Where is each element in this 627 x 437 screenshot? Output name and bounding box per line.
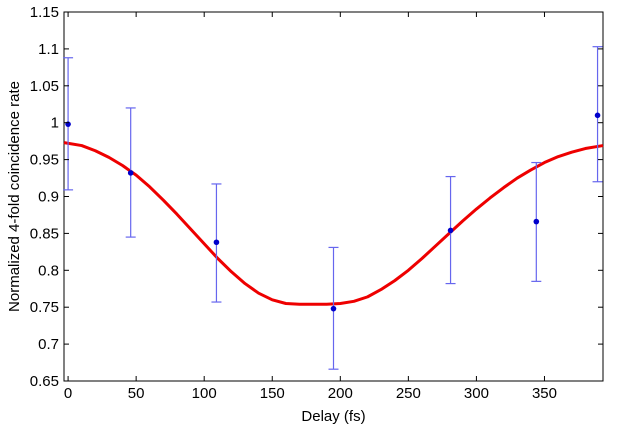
data-point-group — [328, 246, 339, 370]
x-tick-label: 250 — [396, 385, 421, 402]
data-point — [447, 227, 454, 234]
y-tick-label: 1.15 — [30, 4, 59, 21]
x-tick-label: 100 — [192, 385, 217, 402]
y-tick-label: 0.8 — [38, 262, 59, 279]
y-tick-label: 1 — [51, 115, 59, 132]
data-point-group — [592, 46, 603, 183]
y-tick-label: 0.75 — [30, 299, 59, 316]
y-tick-label: 0.9 — [38, 189, 59, 206]
y-tick-label: 0.65 — [30, 373, 59, 390]
y-axis-ticks: 0.65 0.7 0.75 0.8 0.85 0.9 0.95 1 1.05 1.1 1.15 — [30, 4, 603, 390]
data-point — [213, 239, 220, 246]
x-tick-label: 350 — [532, 385, 557, 402]
y-tick-label: 0.85 — [30, 225, 59, 242]
y-axis-label: Normalized 4-fold coincidence rate — [6, 81, 23, 312]
data-point — [330, 305, 337, 312]
y-tick-label: 1.05 — [30, 78, 59, 95]
x-tick-label: 50 — [128, 385, 145, 402]
data-point-group — [445, 175, 456, 285]
x-axis-ticks: 0 50 100 150 200 250 300 350 — [64, 12, 557, 402]
y-tick-label: 0.7 — [38, 336, 59, 353]
x-tick-label: 300 — [464, 385, 489, 402]
data-point-group — [125, 107, 136, 238]
plot-area — [63, 11, 604, 382]
data-point — [533, 218, 540, 225]
y-tick-label: 0.95 — [30, 152, 59, 169]
x-tick-label: 150 — [260, 385, 285, 402]
data-point-group — [211, 183, 222, 303]
data-point-group — [531, 161, 542, 282]
data-point — [127, 170, 134, 176]
y-tick-label: 1.1 — [38, 41, 59, 58]
data-point — [594, 112, 601, 119]
data-point-group — [63, 57, 74, 191]
x-tick-label: 0 — [64, 385, 72, 402]
x-tick-label: 200 — [328, 385, 353, 402]
x-axis-label: Delay (fs) — [301, 408, 365, 425]
